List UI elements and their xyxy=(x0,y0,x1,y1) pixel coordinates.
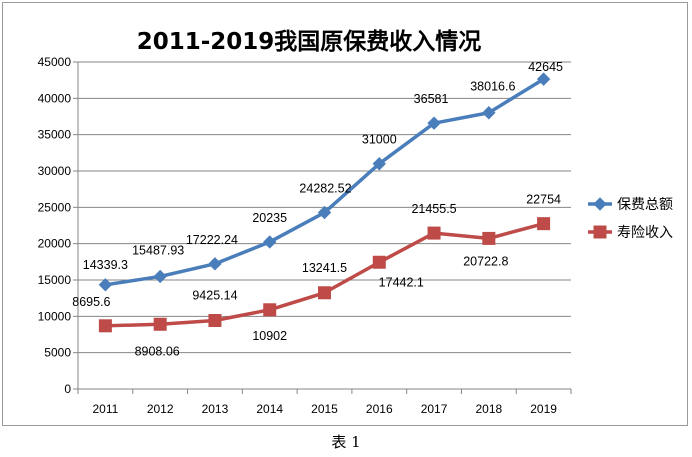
y-tick-label: 35000 xyxy=(38,128,72,142)
legend-marker xyxy=(593,225,607,239)
x-tick-label: 2014 xyxy=(256,402,283,416)
data-label: 42645 xyxy=(528,60,563,74)
data-point-marker xyxy=(98,319,112,333)
legend-label: 保费总额 xyxy=(617,197,673,213)
data-point-marker xyxy=(98,278,113,292)
data-point-marker xyxy=(536,72,551,86)
y-tick-label: 20000 xyxy=(38,237,72,251)
x-tick-label: 2016 xyxy=(366,402,393,416)
data-label: 31000 xyxy=(362,133,397,147)
data-label: 8695.6 xyxy=(72,295,110,309)
data-label: 20235 xyxy=(252,211,287,225)
data-point-marker xyxy=(153,269,167,284)
data-label: 24282.52 xyxy=(299,182,351,196)
data-point-marker xyxy=(263,303,277,317)
y-tick-label: 0 xyxy=(64,382,71,396)
data-label: 10902 xyxy=(252,329,287,343)
y-tick-label: 10000 xyxy=(38,309,72,323)
data-point-marker xyxy=(153,317,167,331)
x-tick-label: 2011 xyxy=(92,402,118,416)
x-tick-label: 2017 xyxy=(421,402,448,416)
x-tick-label: 2012 xyxy=(147,402,174,416)
x-tick-label: 2015 xyxy=(311,402,338,416)
data-label: 38016.6 xyxy=(470,80,515,94)
legend-marker xyxy=(593,197,607,211)
figure-caption: 表 1 xyxy=(331,433,361,451)
x-tick-label: 2013 xyxy=(202,402,229,416)
chart-frame: 2011-2019我国原保费收入情况 0 5000 10000 15000 20000 2… xyxy=(2,2,688,426)
data-point-marker xyxy=(372,157,386,171)
data-point-marker xyxy=(537,217,551,231)
y-tick-label: 45000 xyxy=(38,55,72,69)
data-label: 17442.1 xyxy=(379,275,424,289)
data-point-marker xyxy=(318,286,331,300)
data-point-marker xyxy=(317,205,332,220)
data-label: 15487.93 xyxy=(132,243,184,257)
data-point-marker xyxy=(427,226,441,240)
y-tick-label: 25000 xyxy=(38,200,72,214)
chart-title: 2011-2019我国原保费收入情况 xyxy=(137,28,482,55)
data-point-marker xyxy=(427,116,441,130)
data-label: 17222.24 xyxy=(186,233,238,247)
data-label: 14339.3 xyxy=(83,258,128,272)
line-chart: 2011-2019我国原保费收入情况 0 5000 10000 15000 20000 2… xyxy=(38,28,673,416)
data-label: 20722.8 xyxy=(463,254,508,268)
data-label: 21455.5 xyxy=(411,202,456,216)
data-label: 8908.06 xyxy=(135,344,180,358)
x-tick-label: 2019 xyxy=(530,402,557,416)
y-tick-label: 15000 xyxy=(38,273,72,287)
legend-label: 寿险收入 xyxy=(617,224,673,241)
x-tick-label: 2018 xyxy=(475,402,502,416)
data-point-marker xyxy=(208,257,222,271)
y-tick-label: 5000 xyxy=(44,346,71,360)
data-point-marker xyxy=(263,235,277,249)
data-label: 13241.5 xyxy=(302,261,347,275)
data-label: 9425.14 xyxy=(192,289,237,303)
data-label: 22754 xyxy=(526,193,561,207)
data-point-marker xyxy=(482,231,496,245)
y-tick-label: 30000 xyxy=(38,164,72,178)
data-point-marker xyxy=(208,314,222,328)
data-label: 36581 xyxy=(414,92,449,106)
data-point-marker xyxy=(482,106,496,120)
data-point-marker xyxy=(372,255,386,269)
y-tick-label: 40000 xyxy=(38,91,72,105)
